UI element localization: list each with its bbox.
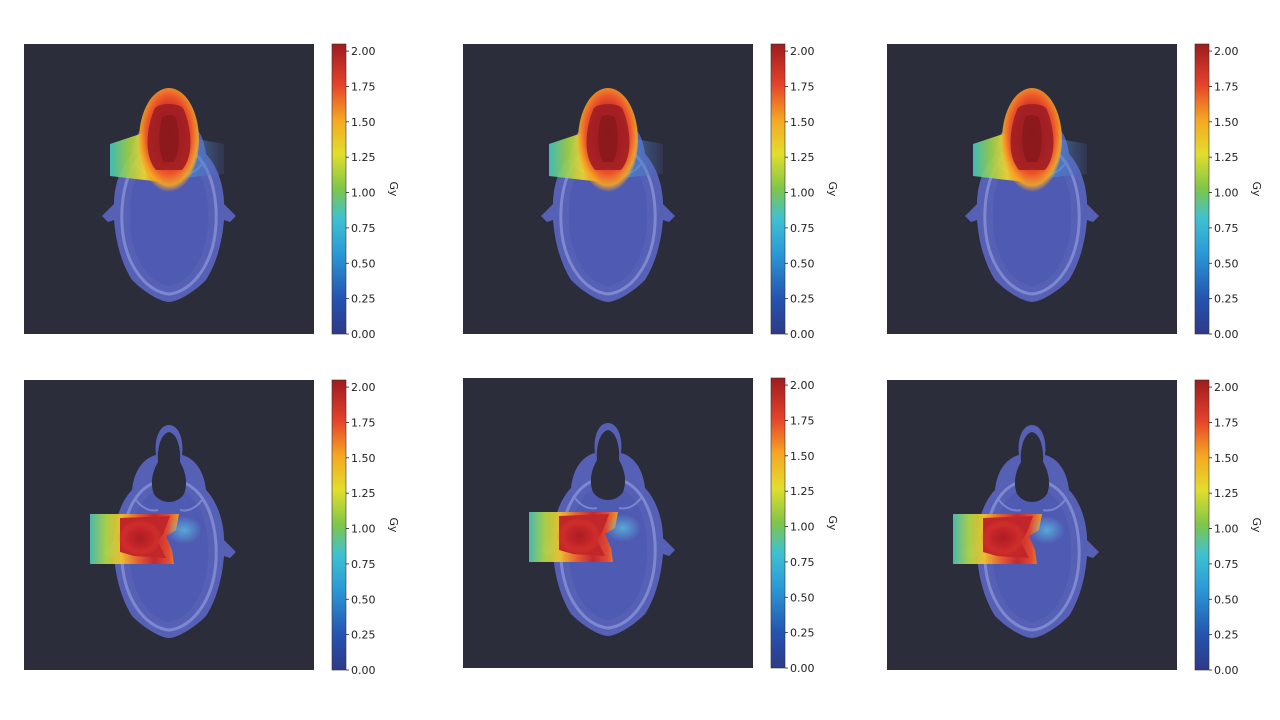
colorbar-tick-label: 0.75 [351, 222, 376, 235]
colorbar-tick-label: 0.50 [351, 257, 376, 270]
colorbar-tick-label: 0.75 [1214, 558, 1239, 571]
colorbar-tick-label: 1.25 [351, 151, 376, 164]
colorbar-tick-label: 1.75 [1214, 80, 1239, 93]
colorbar-tick-label: 0.25 [790, 627, 815, 640]
colorbar-tick-label: 1.00 [351, 187, 376, 200]
dose-panel-r2c1: 0.00 0.25 0.50 0.75 1.00 1.25 1.50 1.75 2.00 Gy [24, 379, 400, 677]
colorbar-tick-label: 1.25 [351, 487, 376, 500]
colorbar-label: Gy [387, 517, 400, 533]
colorbar-tick-label: 0.75 [351, 558, 376, 571]
colorbar-tick-label: 0.00 [351, 664, 376, 677]
colorbar-tick-label: 1.50 [790, 450, 815, 463]
colorbar-tick-label: 2.00 [790, 379, 815, 392]
colorbar-tick-label: 1.50 [1214, 452, 1239, 465]
colorbar-tick-label: 0.50 [351, 593, 376, 606]
colorbar [1194, 43, 1210, 335]
colorbar-tick-label: 1.25 [1214, 151, 1239, 164]
dose-panel-r1c1: 0.00 0.25 0.50 0.75 1.00 1.25 1.50 1.75 2.00 Gy [24, 43, 400, 341]
dose-panel-r1c2: 0.00 0.25 0.50 0.75 1.00 1.25 1.50 1.75 2.00 Gy [463, 43, 839, 341]
colorbar [331, 379, 347, 671]
colorbar-tick-label: 2.00 [1214, 381, 1239, 394]
colorbar-tick-label: 0.00 [351, 328, 376, 341]
colorbar-tick-label: 0.75 [790, 222, 815, 235]
colorbar-tick-label: 0.50 [1214, 257, 1239, 270]
colorbar-label: Gy [1250, 517, 1263, 533]
colorbar-tick-label: 1.75 [790, 414, 815, 427]
colorbar-tick-label: 2.00 [1214, 45, 1239, 58]
colorbar-tick-label: 1.50 [1214, 116, 1239, 129]
colorbar-tick-label: 1.00 [1214, 523, 1239, 536]
dose-panel-r2c2: 0.00 0.25 0.50 0.75 1.00 1.25 1.50 1.75 2.00 Gy [463, 377, 839, 675]
colorbar-tick-label: 2.00 [790, 45, 815, 58]
colorbar-tick-label: 0.00 [790, 328, 815, 341]
colorbar-tick-label: 0.75 [790, 556, 815, 569]
colorbar [1194, 379, 1210, 671]
colorbar-tick-label: 1.25 [1214, 487, 1239, 500]
colorbar-tick-label: 0.25 [790, 293, 815, 306]
colorbar-tick-label: 1.00 [1214, 187, 1239, 200]
colorbar-tick-label: 1.00 [790, 521, 815, 534]
colorbar-tick-label: 1.25 [790, 485, 815, 498]
colorbar-tick-label: 1.75 [790, 80, 815, 93]
colorbar-tick-label: 2.00 [351, 45, 376, 58]
colorbar-tick-label: 0.25 [351, 293, 376, 306]
colorbar-tick-label: 0.50 [790, 257, 815, 270]
colorbar-tick-label: 0.25 [351, 629, 376, 642]
colorbar-tick-label: 0.25 [1214, 293, 1239, 306]
panels-layer: 0.000.250.500.751.001.251.501.752.00Gy0.… [24, 43, 1263, 677]
colorbar-tick-label: 0.00 [1214, 328, 1239, 341]
colorbar [770, 43, 786, 335]
colorbar-tick-label: 1.75 [351, 416, 376, 429]
colorbar-tick-label: 1.00 [351, 523, 376, 536]
colorbar-label: Gy [826, 181, 839, 197]
dose-panel-r2c3: 0.00 0.25 0.50 0.75 1.00 1.25 1.50 1.75 2.00 Gy [887, 379, 1263, 677]
colorbar [770, 377, 786, 669]
colorbar-tick-label: 1.00 [790, 187, 815, 200]
colorbar-tick-label: 2.00 [351, 381, 376, 394]
colorbar-tick-label: 1.50 [351, 452, 376, 465]
colorbar-tick-label: 0.50 [790, 591, 815, 604]
colorbar-label: Gy [1250, 181, 1263, 197]
colorbar-label: Gy [387, 181, 400, 197]
colorbar-tick-label: 0.25 [1214, 629, 1239, 642]
colorbar-tick-label: 1.50 [790, 116, 815, 129]
colorbar-tick-label: 1.75 [351, 80, 376, 93]
dose-panel-r1c3: 0.00 0.25 0.50 0.75 1.00 1.25 1.50 1.75 2.00 Gy [887, 43, 1263, 341]
colorbar-tick-label: 1.75 [1214, 416, 1239, 429]
colorbar-tick-label: 0.00 [790, 662, 815, 675]
colorbar-tick-label: 1.50 [351, 116, 376, 129]
colorbar-tick-label: 0.50 [1214, 593, 1239, 606]
colorbar-tick-label: 1.25 [790, 151, 815, 164]
colorbar [331, 43, 347, 335]
colorbar-label: Gy [826, 515, 839, 531]
colorbar-tick-label: 0.75 [1214, 222, 1239, 235]
colorbar-tick-label: 0.00 [1214, 664, 1239, 677]
